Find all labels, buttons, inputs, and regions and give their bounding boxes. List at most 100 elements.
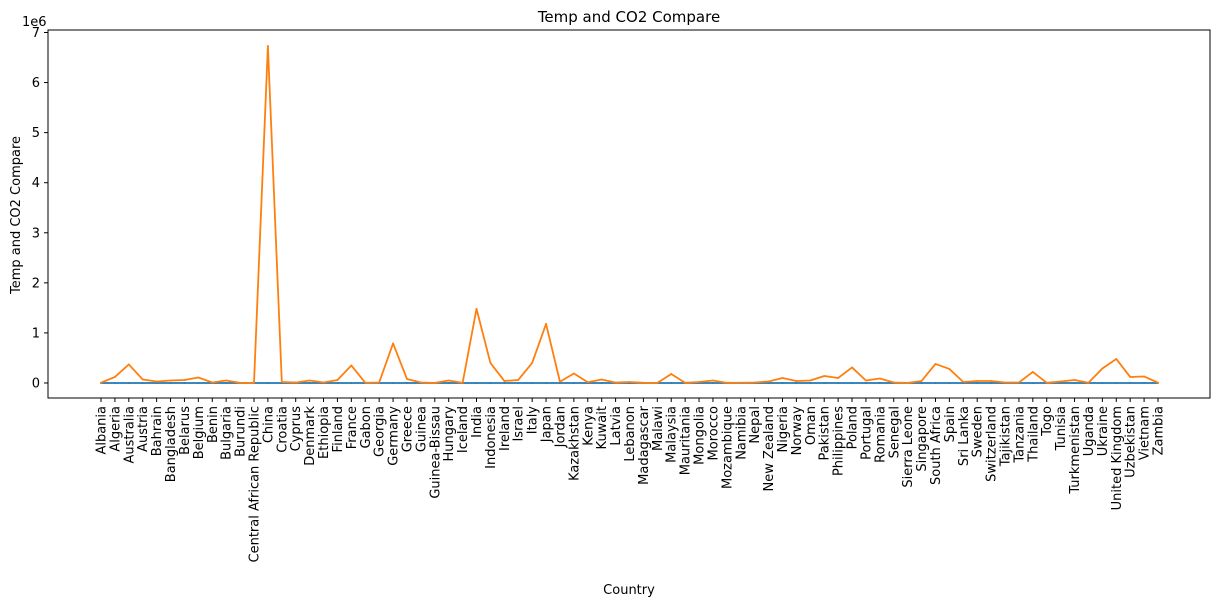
series-2-point	[489, 362, 492, 364]
series-1-point	[920, 382, 923, 384]
series-1-point	[350, 382, 353, 384]
series-1-point	[1129, 382, 1132, 384]
series-1-point	[155, 382, 158, 384]
series-1-point	[878, 382, 881, 384]
series-2-point	[948, 368, 951, 370]
x-tick-label: Malaysia	[665, 406, 680, 463]
series-2-point	[280, 381, 283, 383]
series-2-point	[336, 379, 339, 381]
x-tick-label: Algeria	[108, 406, 123, 452]
series-2-point	[183, 379, 186, 381]
series-2-point	[225, 379, 228, 382]
series-1-point	[990, 382, 993, 384]
series-2-point	[169, 379, 172, 382]
x-tick-label: Japan	[540, 406, 555, 443]
series-1-point	[1031, 382, 1034, 384]
series-2-point	[155, 380, 158, 383]
x-tick-label: Tanzania	[1012, 406, 1027, 464]
y-tick-label: 1	[32, 326, 40, 341]
series-2-point	[1031, 371, 1034, 373]
series-2-point	[1157, 381, 1159, 384]
x-tick-label: Bangladesh	[164, 406, 179, 482]
series-2-point	[990, 380, 993, 382]
x-tick-label: Turkmenistan	[1068, 406, 1083, 495]
x-tick-label: Namibia	[734, 406, 749, 460]
y-axis-label: Temp and CO2 Compare	[9, 136, 24, 295]
series-1-point	[392, 382, 394, 384]
x-tick-label: Italy	[526, 406, 541, 435]
x-tick-label: Uzbekistan	[1124, 406, 1139, 478]
x-tick-label: Vietnam	[1138, 406, 1153, 460]
x-tick-label: Gabon	[359, 406, 374, 449]
series-1-point	[531, 382, 534, 384]
x-tick-label: Norway	[790, 406, 805, 456]
x-tick-label: Kuwait	[595, 406, 610, 449]
series-1-point	[976, 382, 979, 384]
series-1-point	[336, 382, 339, 384]
x-tick-label: Uganda	[1082, 406, 1097, 456]
series-2-point	[698, 381, 700, 383]
series-1-point	[266, 382, 269, 384]
x-axis-label: Country	[603, 583, 655, 598]
series-2-point	[809, 379, 812, 382]
x-tick-label: Madagascar	[637, 405, 652, 485]
series-2-point	[795, 380, 798, 382]
x-tick-label: Hungary	[442, 406, 457, 462]
series-2-point	[517, 379, 520, 381]
series-1-point	[948, 382, 951, 384]
series-2-point	[753, 381, 756, 384]
series-2-point	[614, 381, 617, 384]
x-tick-label: Guinea-Bissau	[428, 406, 443, 499]
x-tick-label: France	[345, 406, 360, 449]
y-tick-label: 3	[32, 226, 40, 241]
x-tick-label: Kazakhstan	[567, 406, 582, 481]
series-2-point	[739, 381, 742, 384]
x-tick-label: Denmark	[303, 406, 318, 466]
series-2-point	[586, 381, 589, 384]
series-2-point	[865, 379, 867, 382]
x-tick-label: Morocco	[706, 406, 721, 460]
series-2-point	[878, 377, 881, 380]
series-1-point	[809, 382, 812, 384]
x-tick-label: Portugal	[859, 406, 874, 460]
series-1-point	[127, 382, 130, 384]
series-1-point	[1115, 382, 1118, 384]
series-2-point	[447, 379, 450, 382]
x-tick-label: Romania	[873, 406, 888, 463]
series-2-point	[141, 378, 144, 381]
series-1-point	[1101, 382, 1104, 384]
series-2-point	[461, 381, 464, 384]
series-2-point	[503, 380, 506, 382]
x-tick-label: India	[470, 406, 485, 438]
series-1-point	[934, 382, 937, 384]
series-2-point	[350, 364, 353, 367]
series-2-point	[600, 378, 603, 381]
series-2-point	[197, 376, 200, 379]
series-2-point	[211, 381, 214, 384]
series-2-point	[976, 380, 979, 382]
y-offset-text: 1e6	[22, 15, 47, 30]
series-2-point	[920, 380, 923, 382]
series-1-point	[781, 382, 784, 384]
x-tick-label: Lebanon	[623, 406, 638, 462]
series-2-point	[1129, 376, 1132, 378]
series-1-point	[197, 382, 200, 384]
x-tick-label: Senegal	[887, 406, 902, 458]
series-2-point	[308, 379, 311, 382]
series-2-point	[433, 382, 436, 384]
series-1-point	[572, 382, 575, 384]
series-1-point	[545, 382, 547, 384]
x-tick-label: Cyprus	[289, 406, 304, 452]
x-tick-label: Central African Republic	[247, 406, 262, 562]
series-2-point	[1018, 381, 1020, 384]
y-tick-label: 5	[32, 126, 40, 141]
x-tick-label: Switzerland	[985, 406, 1000, 482]
x-tick-label: Ukraine	[1096, 406, 1111, 456]
x-tick-label: Iceland	[456, 406, 471, 453]
x-tick-label: Finland	[331, 406, 346, 452]
series-1-point	[851, 382, 853, 384]
x-tick-label: Nigeria	[776, 406, 791, 453]
series-2-point	[1115, 358, 1118, 360]
series-1-point	[670, 382, 673, 384]
